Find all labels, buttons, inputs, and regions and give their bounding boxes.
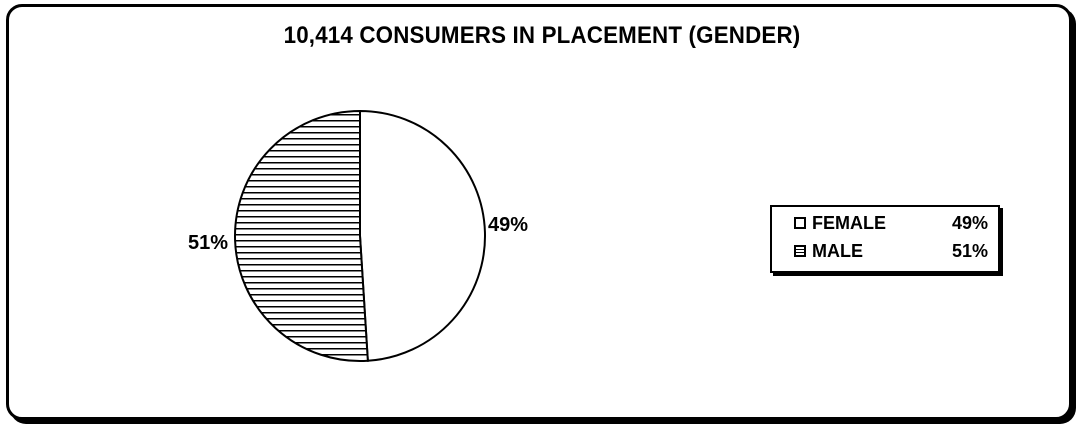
- chart-title: 10,414 CONSUMERS IN PLACEMENT (GENDER): [283, 22, 801, 49]
- legend-swatch-female: [794, 217, 806, 229]
- legend-label-female: FEMALE: [812, 213, 886, 233]
- slice-label-male: 51%: [188, 232, 229, 254]
- pie-slice-male: [233, 109, 369, 362]
- legend-item-male: MALE 51%: [782, 241, 994, 263]
- legend-swatch-male: [794, 245, 806, 257]
- legend-value-female: 49%: [952, 213, 989, 233]
- legend-value-male: 51%: [952, 241, 989, 261]
- pie-slice-female: [359, 109, 486, 362]
- legend: FEMALE 49% MALE 51%: [770, 205, 1000, 273]
- legend-label-male: MALE: [812, 241, 863, 261]
- slice-label-female: 49%: [488, 214, 529, 236]
- legend-item-female: FEMALE 49%: [782, 213, 994, 235]
